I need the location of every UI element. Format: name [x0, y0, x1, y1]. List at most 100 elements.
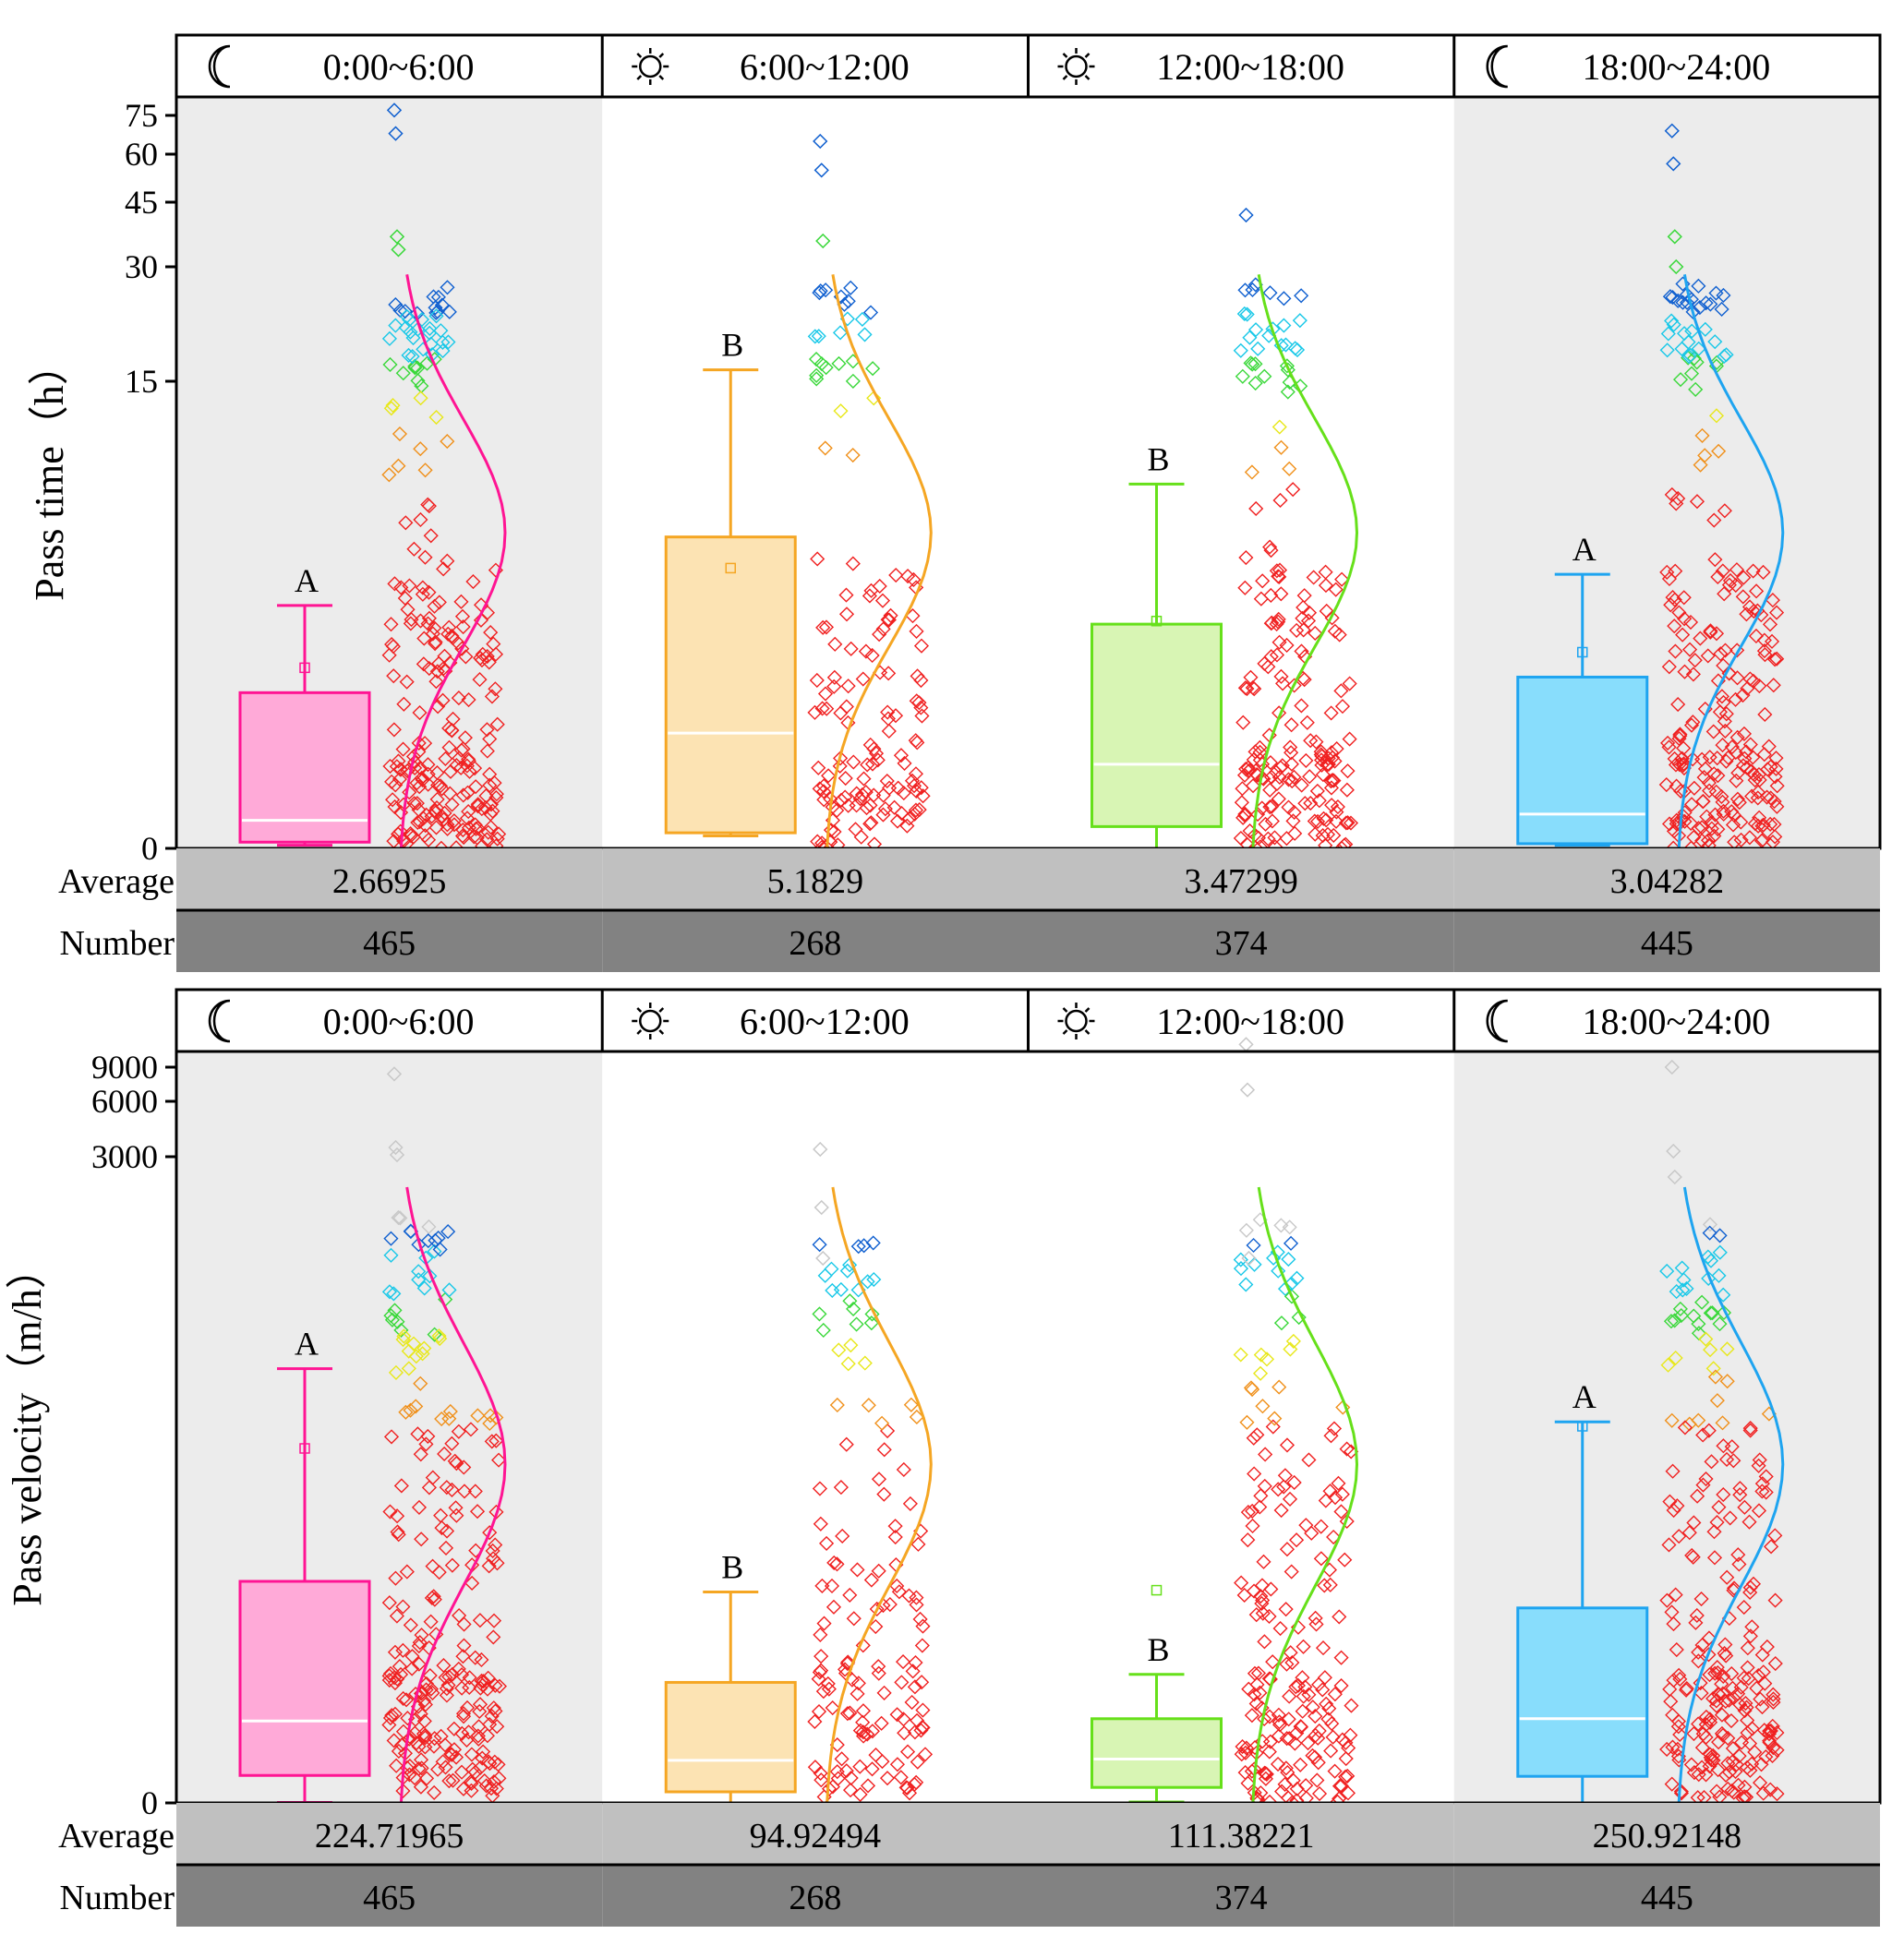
data-point: [871, 1472, 887, 1487]
chart-pass-time: 0:00~6:00 6:00~12:00 12:00~18:00 18:00~24:0…: [27, 33, 1882, 972]
data-point: [1237, 808, 1253, 823]
data-point: [486, 1613, 502, 1628]
data-point: [810, 551, 825, 567]
data-point: [1276, 291, 1292, 306]
data-point: [1300, 1735, 1316, 1751]
data-point: [396, 1328, 412, 1344]
number-cell-bg: [602, 1865, 1029, 1927]
data-point: [392, 426, 408, 442]
data-point: [887, 708, 904, 724]
data-point: [1300, 613, 1317, 629]
data-point: [420, 832, 437, 847]
data-point: [858, 643, 874, 659]
data-point: [1729, 791, 1745, 807]
data-point: [1240, 1505, 1256, 1520]
data-point: [1742, 1628, 1758, 1644]
data-point: [1247, 1784, 1262, 1800]
data-point: [436, 661, 452, 677]
data-point: [382, 356, 398, 373]
data-point: [1769, 1786, 1785, 1802]
data-point: [484, 1434, 500, 1449]
data-point: [489, 716, 505, 732]
data-point: [386, 1733, 402, 1748]
data-point: [406, 541, 422, 557]
data-point: [469, 1504, 486, 1520]
data-point: [875, 621, 891, 637]
data-point: [1340, 815, 1356, 831]
data-point: [880, 612, 896, 628]
data-point: [868, 1618, 884, 1635]
data-point: [907, 1724, 922, 1740]
data-point: [1313, 744, 1329, 760]
data-point: [1265, 1654, 1281, 1670]
data-point: [460, 785, 476, 800]
y-tick-label: 9000: [91, 1049, 158, 1086]
density-curve-3: [1251, 1186, 1359, 1804]
data-point: [915, 1618, 931, 1634]
data-point: [1767, 652, 1783, 667]
data-point: [1698, 1767, 1714, 1783]
data-point: [1247, 322, 1264, 338]
data-point: [1710, 768, 1726, 784]
data-point: [404, 1661, 420, 1676]
data-point: [410, 373, 426, 389]
data-point: [1683, 717, 1700, 733]
data-point: [454, 608, 471, 624]
outlier-point: [1664, 123, 1680, 138]
data-point: [906, 571, 922, 588]
data-point: [388, 296, 404, 313]
panel-bg-2: [602, 1051, 1029, 1803]
data-point: [1715, 794, 1730, 810]
data-point: [895, 1654, 911, 1670]
data-point: [1677, 611, 1693, 627]
data-point: [1333, 1778, 1349, 1794]
box-2: B: [664, 327, 797, 838]
data-point: [1672, 372, 1689, 388]
data-point: [1730, 1547, 1746, 1563]
data-point: [913, 780, 929, 796]
data-point: [433, 1508, 449, 1523]
data-point: [441, 304, 457, 319]
data-point: [1706, 766, 1722, 782]
data-point: [814, 701, 830, 716]
data-point: [467, 817, 483, 833]
data-point: [825, 1599, 842, 1615]
data-point: [1307, 1610, 1323, 1626]
data-point: [438, 1540, 454, 1556]
data-point: [1716, 694, 1731, 710]
data-point: [491, 826, 507, 842]
period-headers: 0:00~6:00 6:00~12:00 12:00~18:00 18:00~24:0…: [208, 990, 1770, 1051]
data-point: [1737, 1499, 1753, 1515]
data-point: [1726, 1453, 1741, 1469]
data-point: [1697, 448, 1713, 463]
iqr-box: [1091, 1717, 1223, 1789]
data-point: [909, 1409, 924, 1425]
data-point: [1323, 1743, 1339, 1759]
data-point: [1728, 691, 1743, 707]
y-tick-label: 30: [125, 248, 158, 285]
number-value: 268: [789, 924, 841, 963]
data-point: [1255, 573, 1271, 589]
data-point: [1686, 1308, 1702, 1324]
data-point: [1715, 563, 1730, 579]
data-point: [1767, 1592, 1783, 1608]
density-curve-1: [399, 274, 507, 849]
data-point: [398, 319, 414, 335]
data-point: [440, 821, 455, 836]
data-point: [1276, 1479, 1292, 1495]
data-point: [1686, 1515, 1702, 1531]
data-point: [833, 403, 849, 419]
data-point: [1702, 1667, 1717, 1683]
data-point: [1674, 1260, 1690, 1276]
data-point: [1714, 689, 1729, 704]
data-point: [1671, 1667, 1687, 1683]
box-4: A: [1516, 531, 1649, 847]
data-point: [840, 1356, 856, 1372]
data-point: [392, 1210, 408, 1226]
data-point: [470, 797, 486, 812]
data-point: [404, 349, 420, 365]
data-point: [445, 630, 461, 645]
y-tick-label: 45: [125, 184, 158, 221]
data-point: [386, 668, 402, 684]
